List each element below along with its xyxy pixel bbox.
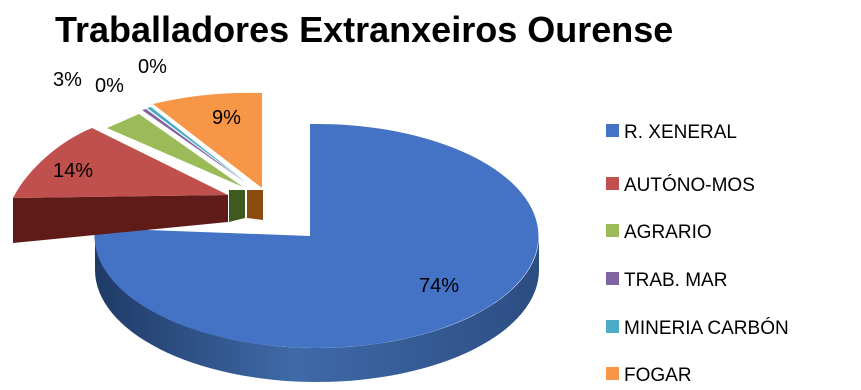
slice-fogar: [153, 92, 263, 220]
slice-agrario-side: [229, 190, 245, 222]
legend-label: MINERIA CARBÓN: [624, 317, 789, 339]
legend-swatch: [606, 320, 619, 333]
legend-label: R. XENERAL: [624, 122, 737, 143]
data-label-trab-mar: 0%: [95, 75, 124, 97]
legend-item: TRAB. MAR: [606, 270, 727, 291]
slice-r-xeneral-top: [94, 123, 539, 348]
pie-slices: [13, 92, 539, 382]
data-label-fogar: 9%: [212, 107, 241, 129]
slice-trab-mar: [142, 109, 246, 183]
slice-agrario: [107, 114, 245, 222]
legend-label: TRAB. MAR: [624, 270, 727, 291]
data-label-agrario: 3%: [53, 69, 82, 91]
legend-label: FOGAR: [624, 365, 692, 386]
slice-r-xeneral-side: [95, 236, 539, 382]
slice-fogar-side: [247, 190, 263, 220]
legend-item: MINERIA CARBÓN: [606, 317, 789, 339]
legend-label: AGRARIO: [624, 222, 712, 243]
legend-label: AUTÓNO-MOS: [624, 174, 755, 196]
chart-title: Traballadores Extranxeiros Ourense: [55, 9, 673, 50]
slice-fogar-top: [153, 92, 262, 188]
legend-item: AGRARIO: [606, 222, 712, 243]
legend-swatch: [606, 124, 619, 137]
slice-mineria-carbon: [147, 107, 247, 183]
slice-autonomos-top: [13, 128, 228, 198]
legend-item: AUTÓNO-MOS: [606, 174, 755, 196]
data-label-autonomos: 14%: [53, 160, 93, 182]
data-label-r-xeneral: 74%: [419, 275, 459, 297]
slice-autonomos-side: [13, 195, 228, 243]
legend-swatch: [606, 224, 619, 237]
legend-item: FOGAR: [606, 365, 692, 386]
legend-item: R. XENERAL: [606, 122, 737, 143]
legend: R. XENERAL AUTÓNO-MOS AGRARIO TRAB. MAR …: [606, 122, 789, 386]
data-labels: 74% 14% 3% 0% 0% 9%: [53, 56, 459, 297]
data-label-mineria-carbon: 0%: [138, 56, 167, 78]
slice-autonomos: [13, 128, 228, 243]
legend-swatch: [606, 177, 619, 190]
slice-agrario-top: [107, 114, 243, 187]
legend-swatch: [606, 272, 619, 285]
legend-swatch: [606, 367, 619, 380]
slice-r-xeneral: [94, 123, 539, 382]
